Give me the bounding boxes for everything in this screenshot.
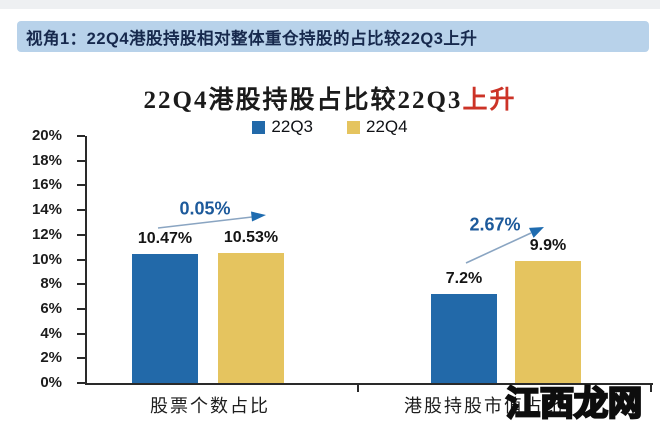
legend-label-22q4: 22Q4 bbox=[366, 117, 408, 136]
watermark-part2: 龙网 bbox=[573, 384, 644, 425]
legend-swatch-22q3 bbox=[252, 120, 266, 134]
chart-title-text: 22Q4港股持股占比较22Q3 bbox=[143, 87, 463, 114]
y-axis-tick-mark bbox=[77, 307, 85, 310]
chart-title: 22Q4港股持股占比较22Q3上升 bbox=[0, 80, 660, 116]
y-axis-tick-mark bbox=[77, 135, 85, 137]
bar-value-label: 10.53% bbox=[223, 229, 279, 246]
y-axis-tick-label: 6% bbox=[40, 299, 62, 317]
y-axis-tick-label: 18% bbox=[31, 151, 62, 169]
plot-area: 10.47% 10.53% 7.2% 9.9% bbox=[85, 136, 653, 392]
y-axis-tick-label: 12% bbox=[31, 225, 62, 243]
y-axis-tick-label: 14% bbox=[31, 201, 62, 219]
x-axis-tick-right bbox=[650, 385, 652, 392]
chart-title-highlight: 上升 bbox=[462, 87, 517, 114]
y-axis-tick-label: 4% bbox=[40, 324, 62, 342]
y-axis-tick-label: 0% bbox=[40, 374, 62, 391]
change-annotation-group2: 2.67% bbox=[469, 214, 521, 235]
y-axis-tick-mark bbox=[77, 332, 85, 335]
category-label-2: 港股持股市值占比 bbox=[404, 396, 564, 416]
y-axis-tick-label: 10% bbox=[31, 250, 62, 268]
section-header-banner: 视角1：22Q4港股持股相对整体重仓持股的占比较22Q3上升 bbox=[17, 21, 649, 52]
bar-22q3-group2: 7.2% bbox=[431, 270, 497, 383]
bar-value-label: 9.9% bbox=[529, 236, 567, 254]
bar-value-label: 7.2% bbox=[445, 270, 483, 288]
category-label-1: 股票个数占比 bbox=[150, 396, 270, 416]
bar-22q4-group2: 9.9% bbox=[515, 237, 581, 383]
change-annotation-group1: 0.05% bbox=[179, 198, 231, 219]
legend-item-22q3: 22Q3 bbox=[252, 117, 313, 137]
x-axis-tick-middle bbox=[357, 385, 359, 392]
y-axis-tick-mark bbox=[77, 209, 85, 212]
y-axis-tick-mark bbox=[77, 159, 85, 162]
y-axis-tick-mark bbox=[77, 233, 85, 236]
page-top-strip bbox=[0, 0, 660, 9]
y-axis-tick-label: 2% bbox=[40, 349, 62, 367]
y-axis-tick-label: 8% bbox=[40, 275, 62, 293]
section-header-text: 视角1：22Q4港股持股相对整体重仓持股的占比较22Q3上升 bbox=[26, 29, 478, 48]
legend-label-22q3: 22Q3 bbox=[271, 117, 313, 136]
y-axis-tick-mark bbox=[77, 283, 85, 286]
y-axis-tick-mark bbox=[77, 382, 85, 384]
y-axis-tick-mark bbox=[77, 184, 85, 187]
y-axis-tick-label: 16% bbox=[31, 176, 62, 194]
watermark: 江西龙网 bbox=[505, 384, 644, 425]
bar-value-label: 10.47% bbox=[137, 229, 193, 247]
watermark-part1: 江西 bbox=[505, 384, 576, 425]
chart-legend: 22Q3 22Q4 bbox=[0, 117, 660, 137]
bar-22q3-group1: 10.47% bbox=[132, 230, 198, 383]
y-axis-tick-label: 20% bbox=[31, 127, 62, 144]
legend-swatch-22q4 bbox=[347, 120, 360, 134]
legend-item-22q4: 22Q4 bbox=[347, 117, 408, 137]
y-axis: 0% 2% 4% 6% 8% 10% 12% 14% 16% 18% 20% bbox=[0, 127, 85, 391]
y-axis-tick-mark bbox=[77, 258, 85, 261]
bar-22q4-group1: 10.53% bbox=[218, 229, 284, 383]
y-axis-tick-mark bbox=[77, 357, 85, 360]
